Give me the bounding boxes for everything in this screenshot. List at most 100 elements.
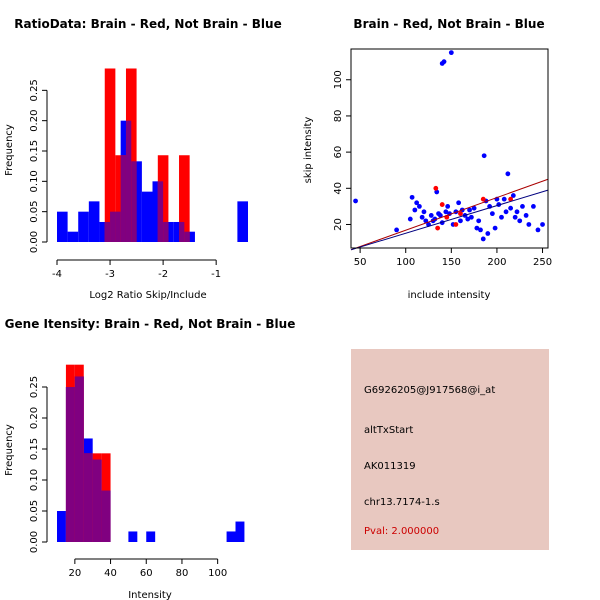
y-tick-label: 60 <box>333 146 344 159</box>
x-tick-label: 100 <box>396 257 415 268</box>
accession: AK011319 <box>364 461 416 472</box>
axes: -4 -3 -2 -1 0.00 0.05 0.10 0.15 0.20 0.25 <box>29 79 221 280</box>
point-not-brain <box>481 153 487 159</box>
point-not-brain <box>407 216 413 222</box>
y-tick-label: 0.25 <box>29 376 40 398</box>
point-not-brain <box>503 209 509 215</box>
bar-overlap <box>101 490 111 542</box>
bar-overlap <box>179 221 185 242</box>
bar-overlap <box>92 459 102 542</box>
y-tick-label: 0.10 <box>29 469 40 491</box>
x-tick-label: 40 <box>104 568 117 579</box>
bar-brain <box>104 68 116 242</box>
y-tick-label: 0.15 <box>29 438 40 460</box>
bars <box>57 364 245 542</box>
chart-title: Brain - Red, Not Brain - Blue <box>353 17 544 31</box>
bar-overlap <box>104 221 111 242</box>
chart-1: RatioData: Brain - Red, Not Brain - Blue… <box>4 17 282 301</box>
axes: 20 40 60 80 100 0.00 0.05 0.10 0.15 0.20 0.25 <box>29 376 227 579</box>
bar-not-brain <box>128 531 138 542</box>
point-not-brain <box>474 225 480 231</box>
x-axis-label: Intensity <box>128 590 172 600</box>
fit-line-brain <box>350 178 549 251</box>
x-tick-label: 150 <box>442 257 461 268</box>
y-axis-label: skip intensity <box>303 117 314 184</box>
point-not-brain <box>499 214 504 220</box>
fit-line-not-brain <box>350 189 549 251</box>
bar-overlap <box>115 211 121 242</box>
point-not-brain <box>480 236 486 242</box>
point-not-brain <box>409 194 415 200</box>
plot-frame <box>350 48 549 249</box>
y-axis-label: Frequency <box>4 124 15 176</box>
probe-id: G6926205@J917568@i_at <box>364 385 496 396</box>
genomic-location: chr13.7174-1.s <box>364 497 440 508</box>
point-not-brain <box>478 227 483 233</box>
point-not-brain <box>434 189 440 195</box>
bar-not-brain <box>57 511 66 542</box>
bar-not-brain <box>67 231 79 242</box>
y-tick-label: 0.15 <box>29 140 40 162</box>
y-tick-label: 0.00 <box>29 231 40 253</box>
point-not-brain <box>523 213 529 218</box>
axes: 50 100 150 200 250 20 40 60 80 100 <box>333 48 552 268</box>
point-not-brain <box>501 196 507 202</box>
point-not-brain <box>489 211 495 217</box>
point-not-brain <box>526 222 532 227</box>
bar-overlap <box>110 211 116 242</box>
point-not-brain <box>540 222 545 227</box>
y-tick-label: 0.05 <box>29 201 40 223</box>
point-not-brain <box>443 209 449 215</box>
bar-not-brain <box>57 211 68 242</box>
point-not-brain <box>505 171 511 177</box>
point-not-brain <box>441 59 447 65</box>
point-not-brain <box>508 205 514 211</box>
x-tick-label: -3 <box>105 269 115 280</box>
y-axis-label: Frequency <box>4 424 15 476</box>
x-tick-label: -4 <box>52 269 62 280</box>
x-axis-label: include intensity <box>408 290 491 301</box>
point-not-brain <box>448 50 454 56</box>
bar-overlap <box>157 181 164 242</box>
x-tick-label: 60 <box>140 568 153 579</box>
point-not-brain <box>512 214 518 220</box>
point-not-brain <box>535 227 541 233</box>
point-brain <box>453 222 459 227</box>
event-type: altTxStart <box>364 425 414 436</box>
chart-3: Gene Itensity: Brain - Red, Not Brain - … <box>4 317 295 600</box>
bar-overlap <box>120 155 126 242</box>
bar-overlap <box>65 387 75 542</box>
point-not-brain <box>353 198 358 204</box>
point-brain <box>435 225 441 231</box>
y-tick-label: 0.20 <box>29 407 40 429</box>
bar-overlap <box>184 231 190 242</box>
point-brain <box>439 202 445 207</box>
point-not-brain <box>419 214 425 220</box>
x-tick-label: -2 <box>158 269 168 280</box>
bar-overlap <box>163 221 169 242</box>
point-not-brain <box>476 218 482 224</box>
point-not-brain <box>468 214 474 220</box>
point-not-brain <box>471 205 477 211</box>
bar-overlap <box>131 161 137 242</box>
point-not-brain <box>445 203 451 209</box>
point-not-brain <box>517 218 523 224</box>
info-panel: G6926205@J917568@i_at altTxStart AK01131… <box>351 349 549 550</box>
x-tick-label: 250 <box>533 257 552 268</box>
pval-text: Pval: 2.000000 <box>364 526 440 537</box>
x-tick-label: 20 <box>68 568 81 579</box>
point-not-brain <box>458 218 463 224</box>
bar-overlap <box>74 376 84 542</box>
bar-not-brain <box>235 521 245 542</box>
y-tick-label: 100 <box>333 70 344 89</box>
point-not-brain <box>421 209 427 215</box>
points <box>350 50 549 251</box>
bar-not-brain <box>78 211 89 242</box>
x-axis-label: Log2 Ratio Skip/Include <box>89 290 206 301</box>
bar-not-brain <box>141 191 153 242</box>
point-not-brain <box>414 200 420 206</box>
bar-not-brain <box>146 531 156 542</box>
point-not-brain <box>437 213 443 218</box>
point-not-brain <box>456 200 462 206</box>
